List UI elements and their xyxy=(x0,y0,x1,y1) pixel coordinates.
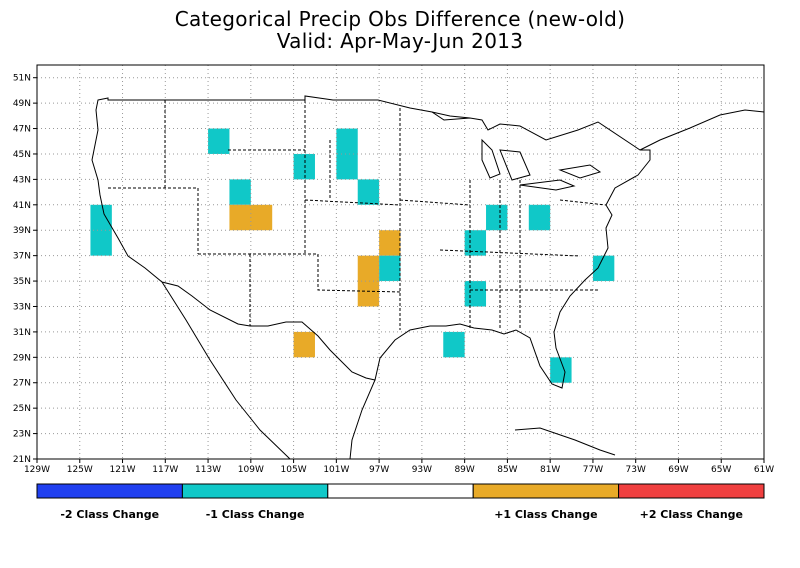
y-tick-label: 25N xyxy=(13,404,31,414)
y-tick-label: 43N xyxy=(13,175,31,185)
y-tick-label: 41N xyxy=(13,201,31,211)
y-tick-label: 37N xyxy=(13,252,31,262)
map-title: Categorical Precip Obs Difference (new-o… xyxy=(174,7,626,31)
graticule-layer xyxy=(37,65,764,459)
y-tick-label: 23N xyxy=(13,430,31,440)
x-tick-label: 93W xyxy=(412,465,432,475)
x-tick-label: 109W xyxy=(238,465,264,475)
anomaly-cell-plus1 xyxy=(379,230,401,256)
anomaly-cell-minus1 xyxy=(464,281,487,307)
x-tick-label: 105W xyxy=(281,465,307,475)
anomaly-cell-minus1 xyxy=(208,128,230,154)
legend-bar xyxy=(36,483,765,499)
axis-ticks-layer: 129W 125W 121W 117W 113W 109W 105W 101W 97W 93W 89… xyxy=(13,74,774,475)
legend-label-plus1: +1 Class Change xyxy=(494,508,598,521)
map-subtitle: Valid: Apr-May-Jun 2013 xyxy=(276,29,524,53)
x-tick-label: 125W xyxy=(67,465,93,475)
map-frame xyxy=(36,64,765,460)
anomaly-cell-plus1 xyxy=(357,255,380,307)
legend-swatch-plus2 xyxy=(618,483,765,499)
x-tick-label: 65W xyxy=(711,465,731,475)
state-lines xyxy=(108,100,607,330)
y-tick-label: 39N xyxy=(13,226,31,236)
legend-swatch-zero xyxy=(327,483,474,499)
cuba xyxy=(514,427,616,456)
x-tick-label: 69W xyxy=(668,465,688,475)
legend-swatch-plus1 xyxy=(472,483,620,499)
y-tick-label: 29N xyxy=(13,353,31,363)
mexico-coast xyxy=(161,281,376,459)
x-tick-label: 129W xyxy=(24,465,50,475)
anomaly-cell-minus1 xyxy=(229,179,251,205)
us-outline xyxy=(91,95,651,389)
anomaly-cell-minus1 xyxy=(592,255,615,282)
x-tick-label: 77W xyxy=(583,465,603,475)
anomaly-cell-minus1 xyxy=(443,331,465,358)
boundaries-layer xyxy=(91,95,764,459)
canada-coast xyxy=(639,109,764,151)
legend-label-minus1: -1 Class Change xyxy=(205,508,305,521)
y-tick-label: 49N xyxy=(13,99,31,109)
anomaly-cell-minus1 xyxy=(293,153,315,180)
x-tick-label: 89W xyxy=(454,465,474,475)
great-lakes xyxy=(431,111,602,191)
anomaly-cell-minus1 xyxy=(486,204,508,231)
y-tick-label: 21N xyxy=(13,455,31,465)
y-tick-label: 27N xyxy=(13,379,31,389)
y-tick-label: 47N xyxy=(13,125,31,135)
legend-swatch-minus1 xyxy=(181,483,329,499)
legend-label-minus2: -2 Class Change xyxy=(60,508,160,521)
x-tick-label: 121W xyxy=(109,465,135,475)
y-tick-label: 45N xyxy=(13,150,31,160)
anomaly-cell-minus1 xyxy=(379,255,401,282)
anomaly-cell-minus1 xyxy=(550,357,572,383)
legend-label-plus2: +2 Class Change xyxy=(639,508,743,521)
x-tick-label: 61W xyxy=(754,465,774,475)
x-tick-label: 81W xyxy=(540,465,560,475)
anomaly-cell-minus1 xyxy=(528,204,551,231)
x-tick-label: 117W xyxy=(152,465,178,475)
anomaly-cell-minus1 xyxy=(336,128,358,180)
x-tick-label: 73W xyxy=(626,465,646,475)
y-tick-label: 51N xyxy=(13,74,31,84)
x-tick-label: 97W xyxy=(369,465,389,475)
y-tick-label: 31N xyxy=(13,328,31,338)
legend-swatch-minus2 xyxy=(36,483,183,499)
y-tick-label: 33N xyxy=(13,302,31,312)
x-tick-label: 85W xyxy=(497,465,517,475)
y-tick-label: 35N xyxy=(13,277,31,287)
x-tick-label: 101W xyxy=(323,465,349,475)
anomaly-cell-plus1 xyxy=(293,331,315,358)
anomaly-cell-minus1 xyxy=(357,179,380,205)
x-tick-label: 113W xyxy=(195,465,221,475)
